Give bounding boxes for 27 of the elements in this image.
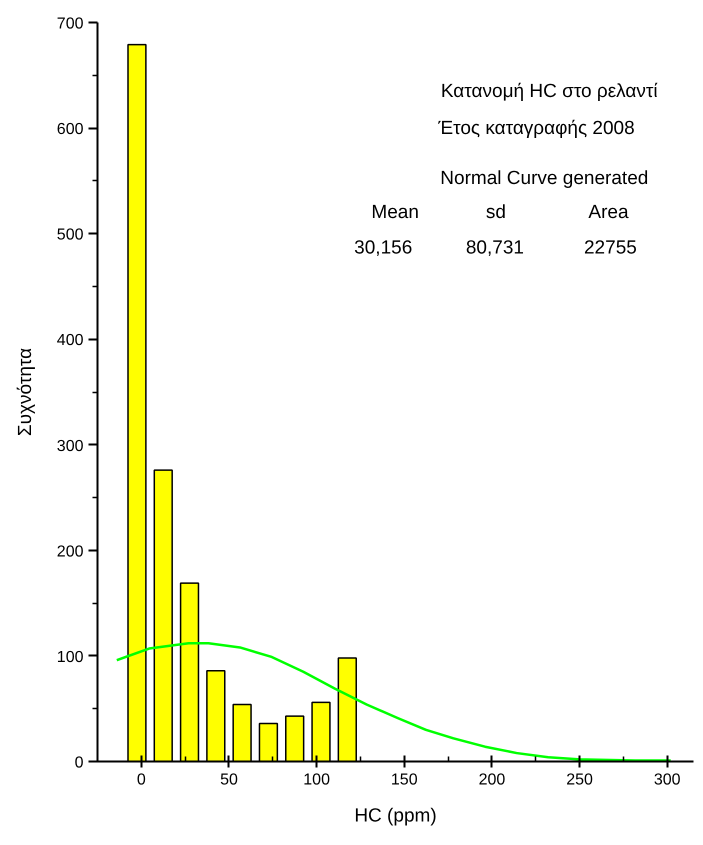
annotation: Area [588,202,629,224]
y-axis-title: Συχνότητα [14,348,36,436]
annotation: 80,731 [466,238,524,259]
line-series [116,642,672,762]
annotation: Normal Curve generated [440,168,648,190]
y-tick-label: 400 [56,332,84,350]
y-tick-label: 200 [56,543,84,560]
x-tick-label: 300 [654,772,681,788]
y-tick-label: 100 [56,648,84,666]
x-tick-label: 0 [136,772,146,788]
x-tick-label: 250 [566,772,594,788]
annotation: Κατανομή HC στο ρελαντί [440,81,658,102]
y-tick-label: 300 [56,438,84,455]
x-axis-title: HC (ppm) [354,806,437,826]
x-tick-label: 200 [478,772,506,788]
y-tick-label: 0 [74,754,84,772]
x-tick-label: 100 [303,772,330,788]
y-tick-label: 600 [56,121,84,138]
y-tick-label: 700 [56,16,84,32]
annotation: sd [486,202,506,224]
x-tick-label: 150 [390,772,418,788]
annotation: 30,156 [354,238,412,259]
x-tick-label: 50 [220,772,238,788]
y-tick-label: 500 [56,226,84,244]
annotation: Έτος καταγραφής 2008 [437,118,635,139]
annotation: Mean [371,202,419,224]
annotation: 22755 [584,238,637,259]
